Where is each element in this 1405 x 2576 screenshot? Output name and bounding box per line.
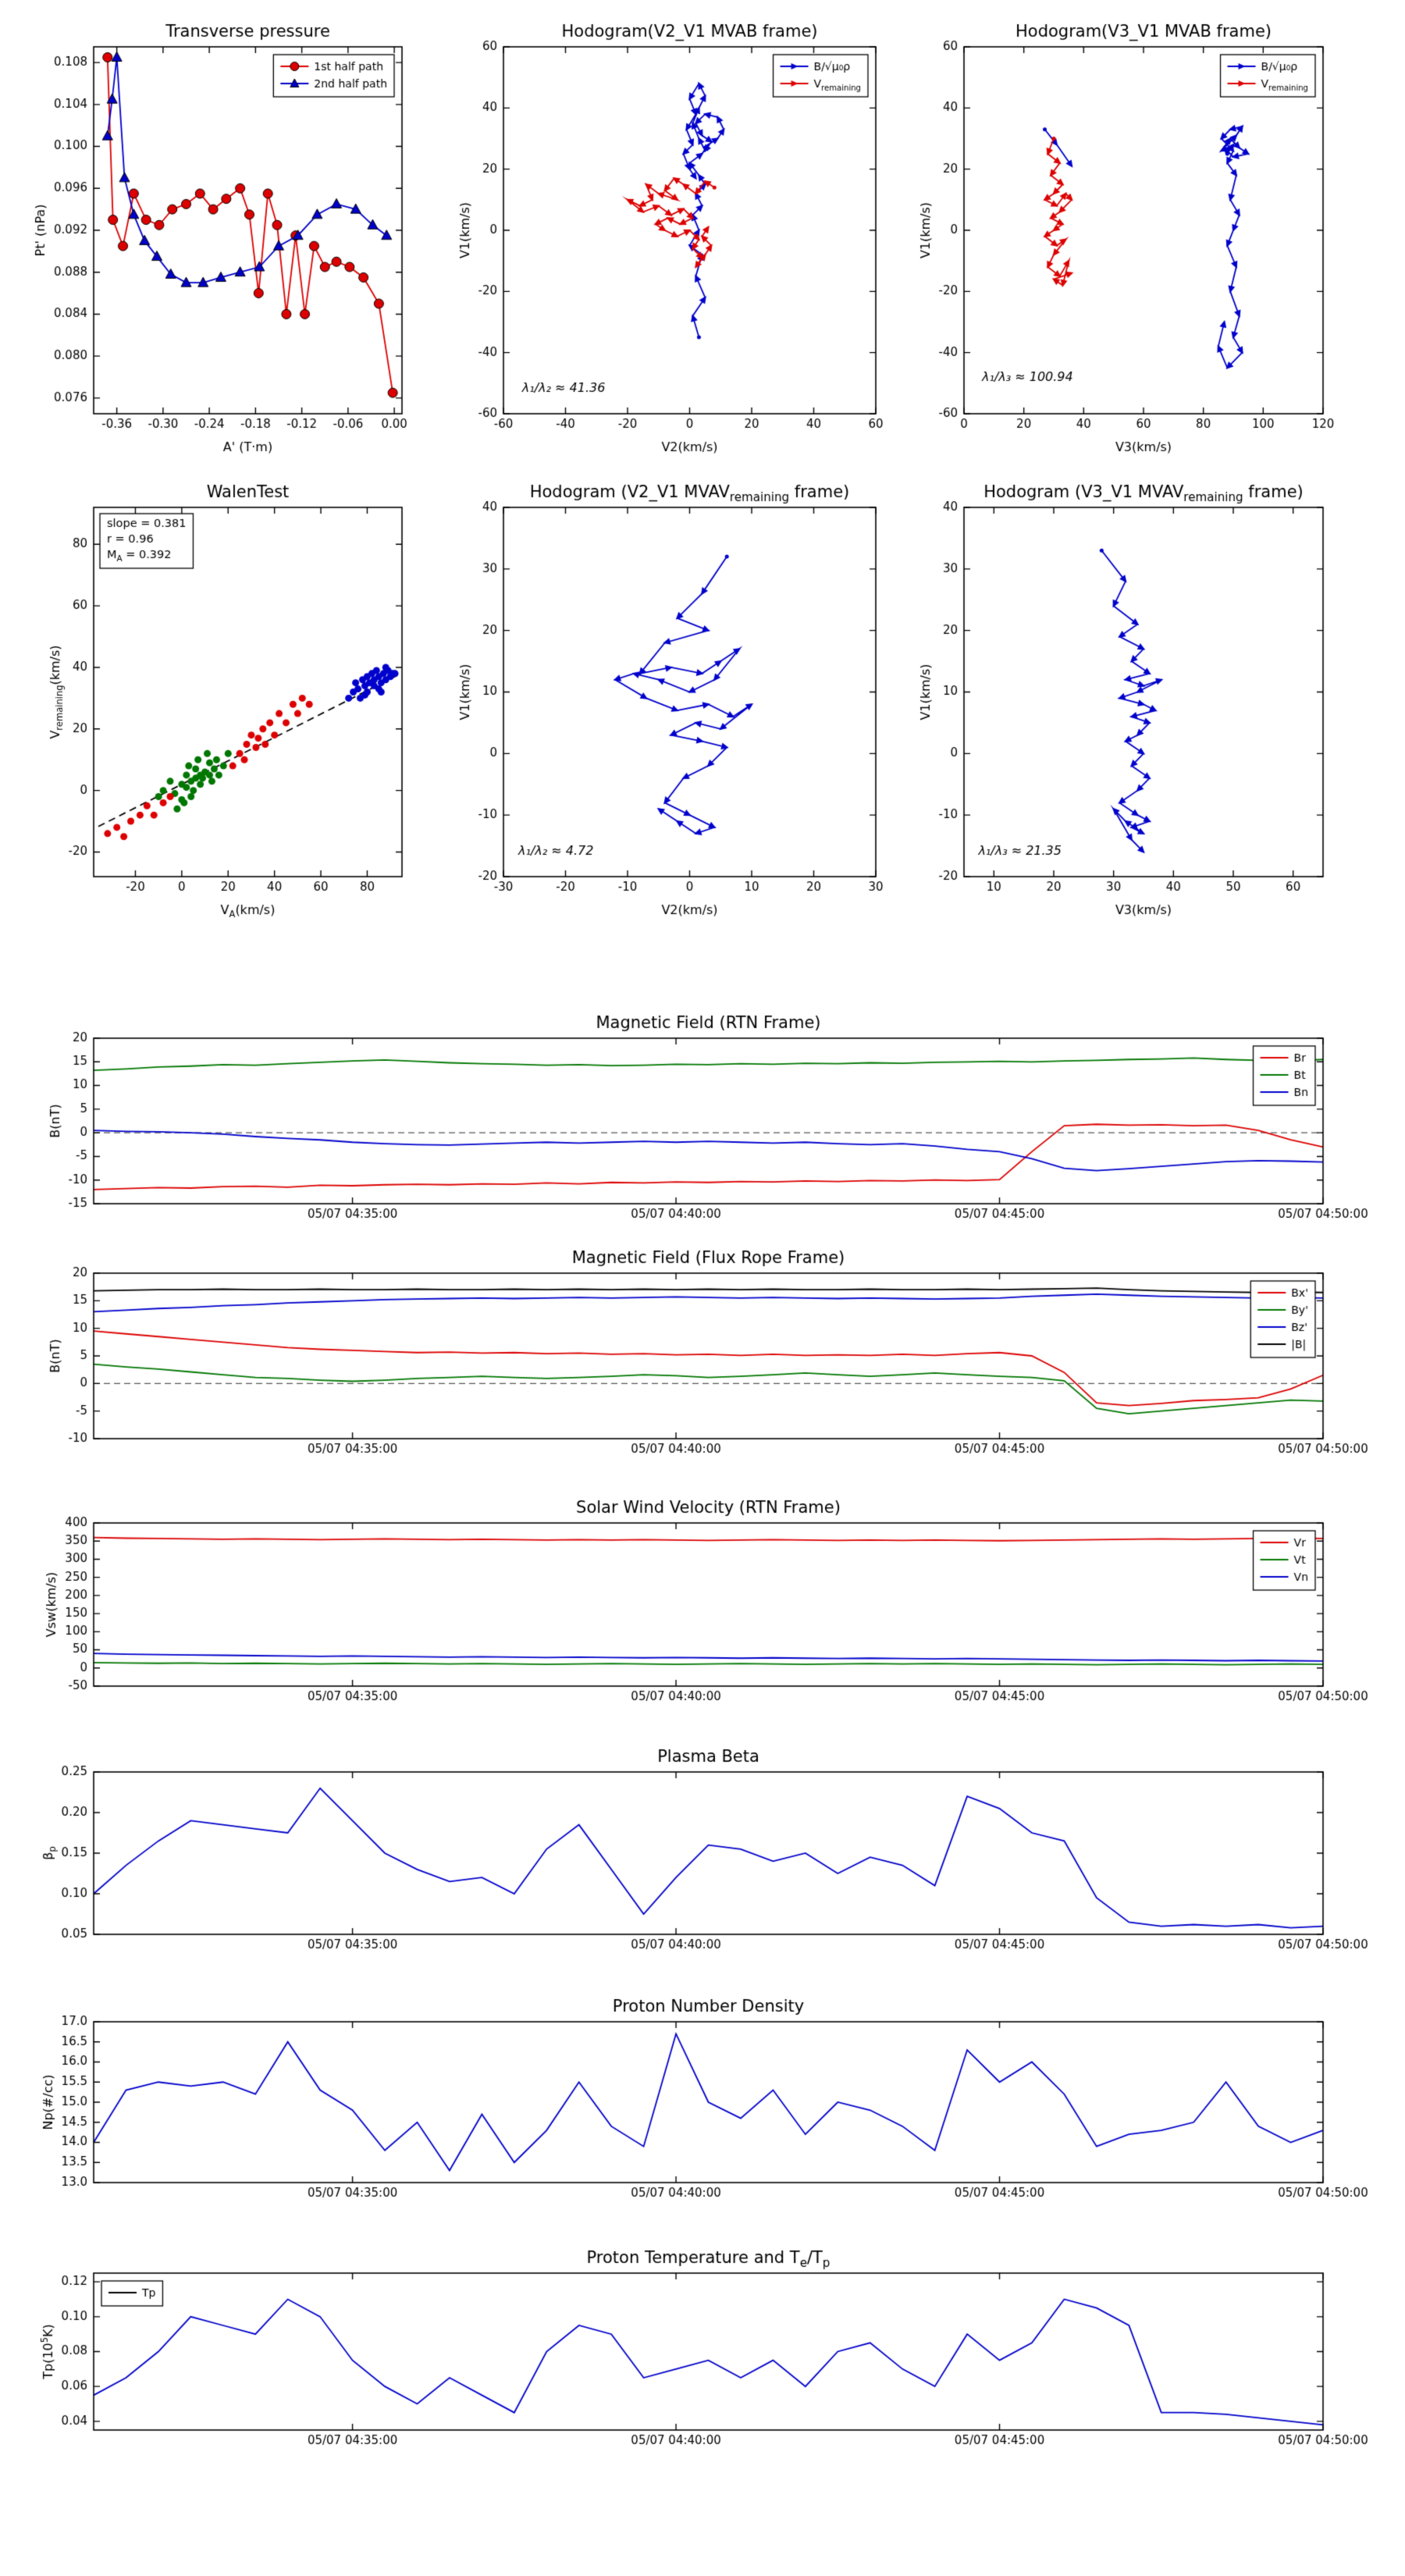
solar-wind-velocity-chart [94, 1523, 1323, 1686]
proton-number-density-chart [94, 2022, 1323, 2183]
proton-temperature-chart [94, 2273, 1323, 2430]
hodogram-v2v1-mvav-chart [503, 507, 876, 877]
magnetic-field-rtn-chart [94, 1038, 1323, 1204]
transverse-pressure-chart [94, 47, 402, 414]
plasma-beta-chart [94, 1772, 1323, 1934]
hodogram-v3v1-mvav-chart [964, 507, 1323, 877]
magnetic-field-flux-rope-chart [94, 1273, 1323, 1439]
walen-test-chart [94, 507, 402, 877]
hodogram-v2v1-mvab-chart [503, 47, 876, 414]
hodogram-v3v1-mvab-chart [964, 47, 1323, 414]
